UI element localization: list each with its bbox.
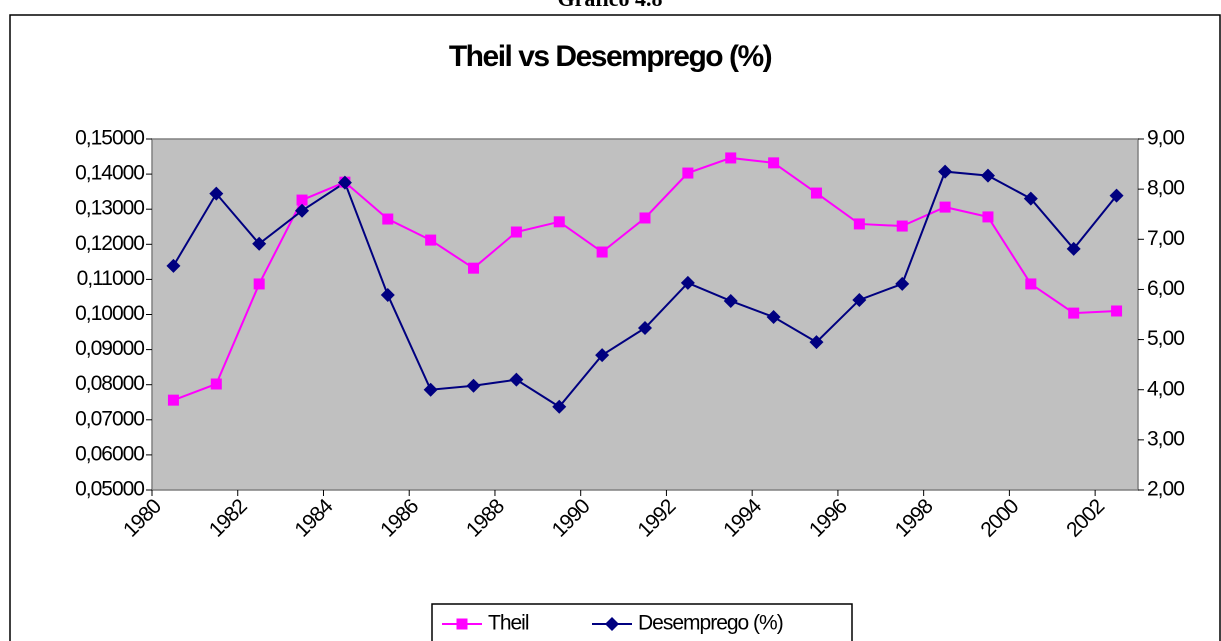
- data-point: [938, 164, 953, 179]
- data-point: [939, 201, 951, 213]
- legend: [431, 603, 853, 641]
- y2-tick-label: 8,00: [1147, 177, 1184, 200]
- y2-tick-label: 6,00: [1147, 277, 1184, 300]
- y2-tick-label: 2,00: [1147, 478, 1184, 501]
- data-point: [252, 236, 267, 251]
- data-point: [553, 216, 565, 228]
- data-point: [210, 378, 222, 390]
- y2-tick-label: 4,00: [1147, 377, 1184, 400]
- data-point: [895, 276, 910, 291]
- y-tick-label: 0,07000: [75, 407, 144, 430]
- data-point: [166, 258, 181, 273]
- data-point: [380, 287, 395, 302]
- data-point: [1066, 241, 1081, 256]
- y-tick-label: 0,10000: [75, 302, 144, 325]
- data-point: [768, 157, 780, 169]
- data-point: [596, 246, 608, 258]
- data-point: [638, 321, 652, 336]
- y2-tick-label: 7,00: [1147, 227, 1184, 250]
- data-point: [423, 382, 438, 397]
- data-point: [980, 168, 995, 183]
- data-point: [1025, 278, 1037, 290]
- y-tick-label: 0,06000: [75, 442, 144, 465]
- data-point: [725, 152, 737, 164]
- data-point: [1109, 188, 1124, 203]
- data-point: [466, 378, 481, 393]
- y-tick-label: 0,09000: [75, 337, 144, 360]
- y2-tick-label: 5,00: [1147, 327, 1184, 350]
- data-point: [682, 167, 694, 179]
- y2-tick-label: 3,00: [1147, 427, 1184, 450]
- legend-marker: [605, 617, 619, 631]
- data-point: [766, 310, 781, 325]
- data-point: [209, 186, 224, 201]
- data-point: [852, 292, 867, 307]
- data-point: [639, 212, 651, 224]
- y-tick-label: 0,11000: [77, 267, 145, 290]
- data-point: [253, 278, 265, 290]
- data-point: [680, 275, 695, 290]
- data-point: [982, 211, 994, 223]
- data-point: [1068, 307, 1080, 319]
- y2-tick-label: 9,00: [1147, 127, 1184, 150]
- data-point: [296, 194, 308, 206]
- data-point: [510, 226, 522, 238]
- legend-label: Desemprego (%): [638, 612, 783, 635]
- legend-marker: [456, 618, 468, 630]
- data-point: [853, 218, 865, 230]
- chart-supertitle: Gráfico 4.8: [557, 0, 662, 11]
- data-point: [723, 293, 738, 308]
- y-tick-label: 0,14000: [75, 162, 144, 185]
- plot-area: [151, 138, 1139, 491]
- data-point: [167, 394, 179, 406]
- y-tick-label: 0,13000: [75, 197, 144, 220]
- data-point: [382, 213, 394, 225]
- data-point: [295, 203, 310, 218]
- y-tick-label: 0,05000: [75, 478, 144, 501]
- data-point: [1023, 191, 1038, 206]
- data-point: [425, 234, 437, 246]
- data-point: [809, 335, 824, 350]
- data-point: [337, 175, 352, 190]
- data-point: [468, 262, 480, 274]
- y-tick-label: 0,08000: [75, 372, 144, 395]
- y-tick-label: 0,12000: [75, 232, 144, 255]
- data-point: [810, 187, 822, 199]
- data-point: [552, 399, 567, 414]
- data-point: [1111, 305, 1123, 317]
- chart-title: Theil vs Desemprego (%): [449, 40, 772, 73]
- data-point: [509, 372, 524, 387]
- legend-label: Theil: [488, 612, 529, 635]
- data-point: [595, 348, 610, 363]
- y-tick-label: 0,15000: [75, 127, 144, 150]
- data-point: [896, 220, 908, 232]
